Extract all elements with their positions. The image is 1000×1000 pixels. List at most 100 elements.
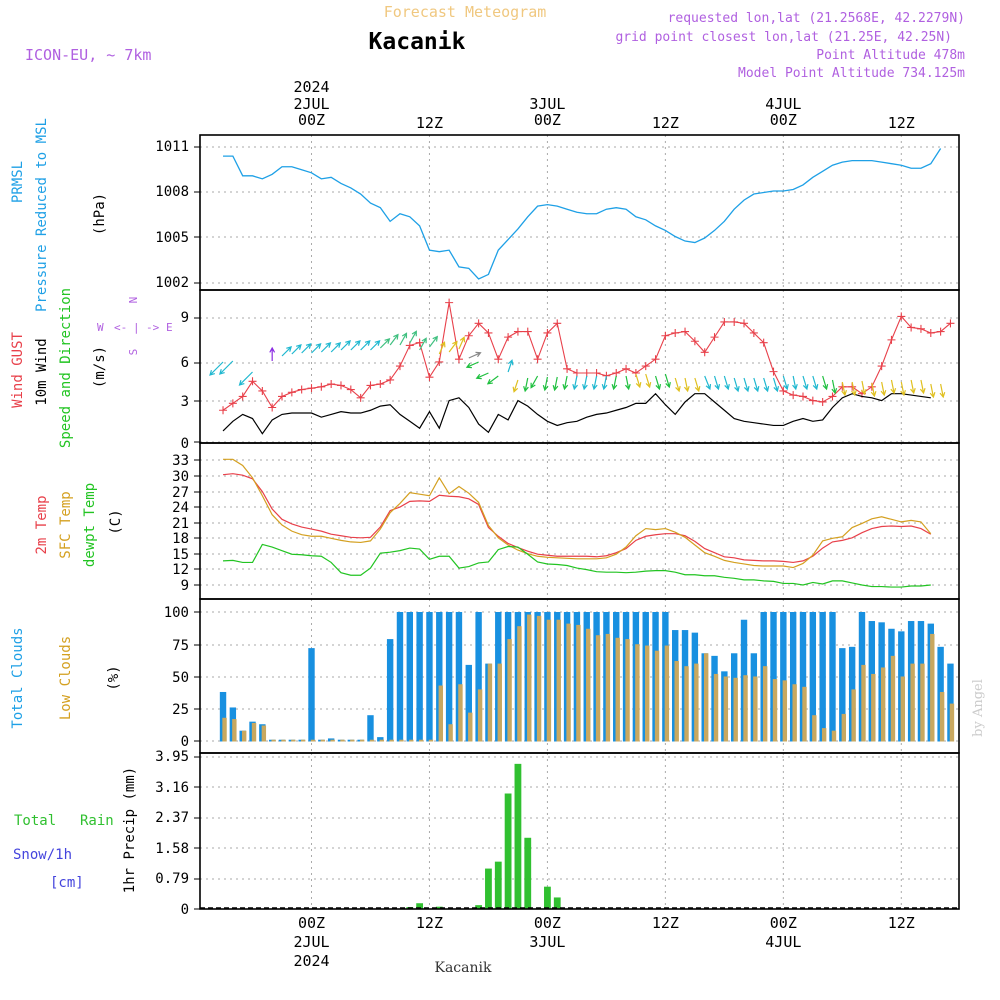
wind-direction-arrow — [624, 375, 631, 391]
low-cloud-bar — [949, 703, 955, 742]
precip-cm-label: [cm] — [50, 875, 84, 891]
total-cloud-bar — [947, 663, 954, 742]
gust-marker — [415, 338, 424, 347]
low-cloud-bar — [507, 639, 512, 742]
gust-marker — [946, 319, 955, 328]
low-cloud-bar — [428, 739, 434, 742]
clouds-unit: (%) — [106, 665, 122, 690]
y-tick-precip: 3.16 — [155, 780, 189, 796]
gust-marker — [592, 369, 601, 377]
total-cloud-bar — [367, 715, 374, 742]
gust-marker — [799, 392, 807, 401]
wind-direction-arrow — [733, 377, 740, 393]
wind-direction-arrow — [851, 381, 857, 397]
y-ticks: 1011 1008 1005 1002 9 6 3 0 33 30 27 24 … — [155, 139, 189, 918]
gust-marker — [435, 357, 444, 366]
y-tick-temp: 12 — [172, 562, 189, 578]
gust-marker — [464, 331, 473, 340]
gust-marker — [386, 375, 395, 384]
wind-direction-arrow — [448, 340, 458, 353]
point-altitude: Point Altitude 478m — [816, 48, 965, 63]
gust-marker — [238, 392, 247, 401]
wind-unit: (m/s) — [92, 346, 108, 388]
wind-direction-arrow — [350, 340, 361, 351]
wind-direction-arrow — [330, 342, 342, 353]
pressure-label-1: PRMSL — [10, 161, 26, 203]
total-cloud-bar — [445, 612, 453, 742]
low-cloud-bar — [291, 739, 296, 742]
y-tick-wind: 6 — [181, 355, 189, 371]
gust-marker — [317, 382, 326, 391]
wind-direction-arrow — [523, 377, 529, 393]
total-cloud-bar — [219, 691, 227, 742]
y-tick-wind: 3 — [181, 394, 189, 410]
low-cloud-bar — [880, 667, 886, 742]
total-cloud-bar — [406, 612, 413, 742]
y-tick-pressure: 1008 — [155, 184, 189, 200]
chart-marks: 00Z2JUL202400Z2JUL202412Z12Z00Z3JUL00Z3J… — [194, 78, 960, 970]
wind-direction-arrow — [512, 379, 519, 393]
total-cloud-bar — [789, 612, 797, 742]
pressure-line — [223, 148, 942, 280]
time-day-bottom: 2JUL — [293, 933, 329, 951]
grid-point: grid point closest lon,lat (21.25E, 42.2… — [615, 30, 952, 45]
gust-marker — [258, 386, 267, 395]
wind-direction-arrow — [782, 375, 789, 391]
wind-direction-arrow — [209, 361, 224, 376]
total-cloud-bar — [819, 612, 826, 742]
low-cloud-bar — [586, 628, 591, 742]
wind-direction-arrow — [311, 343, 322, 354]
wind-direction-arrow — [900, 381, 906, 397]
y-tick-precip: 0 — [181, 902, 189, 918]
gust-marker — [651, 355, 660, 364]
low-cloud-bar — [438, 685, 443, 742]
gust-marker — [828, 392, 837, 401]
low-cloud-bar — [418, 739, 424, 742]
panel-frame — [199, 442, 960, 600]
requested-point: requested lon,lat (21.2568E, 42.2279N) — [668, 11, 965, 26]
y-tick-precip: 3.95 — [155, 749, 189, 765]
precip-total-label: Total — [14, 813, 56, 829]
low-cloud-bar — [704, 653, 709, 742]
y-tick-clouds: 100 — [164, 605, 189, 621]
total-cloud-bar — [475, 612, 482, 742]
wind-direction-arrow — [674, 377, 681, 393]
wind-direction-arrow — [542, 376, 549, 392]
model-label: ICON-EU, ~ 7km — [25, 46, 151, 64]
gust-marker — [916, 324, 925, 333]
time-tick-bottom: 12Z — [652, 914, 679, 932]
low-cloud-bar — [733, 677, 738, 742]
clouds-low-label: Low Clouds — [58, 636, 74, 720]
total-cloud-bar — [829, 612, 836, 742]
precip-rain-label: Rain — [80, 813, 114, 829]
time-tick-top: 00Z — [770, 111, 797, 129]
gust-marker — [307, 384, 316, 393]
low-cloud-bar — [222, 717, 227, 742]
low-cloud-bar — [566, 623, 571, 742]
gust-marker — [523, 327, 532, 336]
wind-direction-arrow — [562, 375, 569, 391]
gust-marker — [690, 337, 699, 346]
low-cloud-bar — [713, 673, 719, 742]
watermark: by Angel — [971, 679, 986, 737]
wind-direction-arrow — [458, 336, 466, 350]
gust-marker — [248, 377, 257, 386]
low-cloud-bar — [841, 713, 847, 742]
total-cloud-bar — [809, 612, 817, 742]
gust-marker — [887, 335, 896, 344]
total-cloud-bar — [416, 612, 423, 742]
low-cloud-bar — [890, 655, 896, 742]
low-cloud-bar — [497, 663, 502, 742]
y-tick-temp: 33 — [172, 453, 189, 469]
gust-marker — [474, 319, 483, 328]
gust-marker — [219, 406, 228, 415]
gust-marker — [395, 362, 404, 371]
wind-direction-arrow — [399, 332, 408, 346]
rain-bar — [475, 905, 483, 909]
total-cloud-bar — [799, 612, 807, 742]
low-cloud-bar — [674, 661, 679, 742]
low-cloud-bar — [271, 739, 276, 742]
low-cloud-bar — [654, 650, 660, 742]
pressure-label-2: Pressure Reduced to MSL — [34, 118, 50, 312]
